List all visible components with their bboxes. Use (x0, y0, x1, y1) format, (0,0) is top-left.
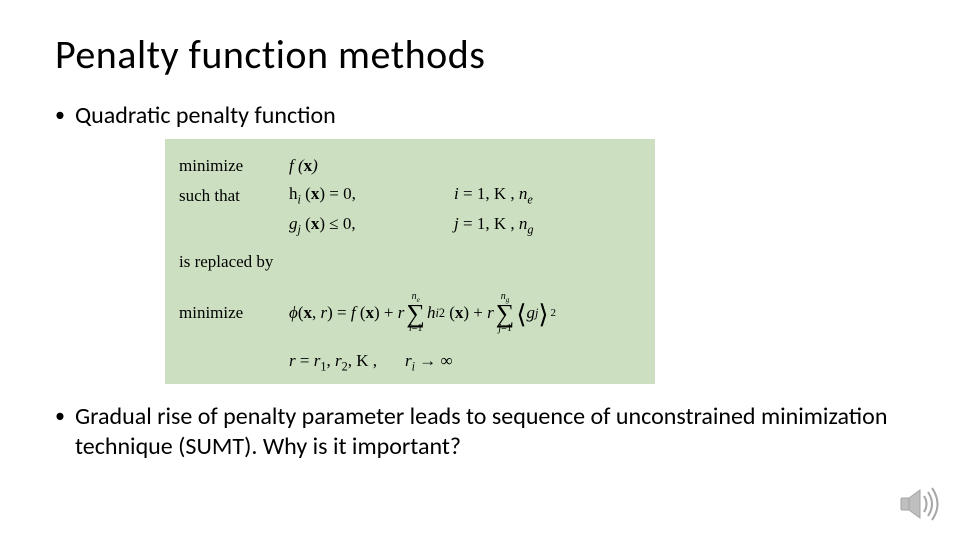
kw-suchthat: such that (179, 186, 289, 206)
bullet-dot: • (55, 101, 65, 129)
text-replaced: is replaced by (179, 252, 273, 272)
expr-r-inf: ri → ∞ (405, 351, 453, 374)
expr-objective: f (x) (289, 156, 454, 176)
math-box: minimize f (x) such that hi (x) = 0, i =… (165, 139, 655, 384)
math-row-suchthat: such that hi (x) = 0, i = 1, K , ne (179, 183, 641, 209)
slide-title: Penalty function methods (55, 30, 905, 79)
math-row-r: r = r1, r2, K , ri → ∞ (179, 351, 641, 374)
range-h: i = 1, K , ne (454, 184, 533, 207)
kw-minimize: minimize (179, 156, 289, 176)
expr-r-seq: r = r1, r2, K , (289, 351, 377, 374)
sum-1: ne ∑ i=1 (406, 292, 425, 334)
bullet-item: • Gradual rise of penalty parameter lead… (55, 402, 905, 462)
bullet-text: Gradual rise of penalty parameter leads … (75, 402, 905, 462)
sum-2: ng ∑ j=1 (496, 292, 515, 334)
bullet-item: • Quadratic penalty function (55, 101, 905, 131)
expr-penalty: ϕ(x, r) = f (x) + r ne ∑ i=1 hi2 (x) + r… (289, 292, 556, 334)
bullet-dot: • (55, 402, 65, 430)
bullet-text: Quadratic penalty function (75, 101, 336, 131)
expr-h: hi (x) = 0, (289, 184, 454, 207)
expr-g: gj (x) ≤ 0, (289, 214, 454, 237)
kw-minimize2: minimize (179, 303, 289, 323)
speaker-icon (898, 484, 942, 524)
math-row-minimize: minimize f (x) (179, 153, 641, 179)
math-row-penalty: minimize ϕ(x, r) = f (x) + r ne ∑ i=1 hi… (179, 287, 641, 339)
math-row-g: gj (x) ≤ 0, j = 1, K , ng (179, 213, 641, 239)
range-g: j = 1, K , ng (454, 214, 533, 237)
math-row-replaced: is replaced by (179, 249, 641, 275)
slide: Penalty function methods • Quadratic pen… (0, 0, 960, 540)
